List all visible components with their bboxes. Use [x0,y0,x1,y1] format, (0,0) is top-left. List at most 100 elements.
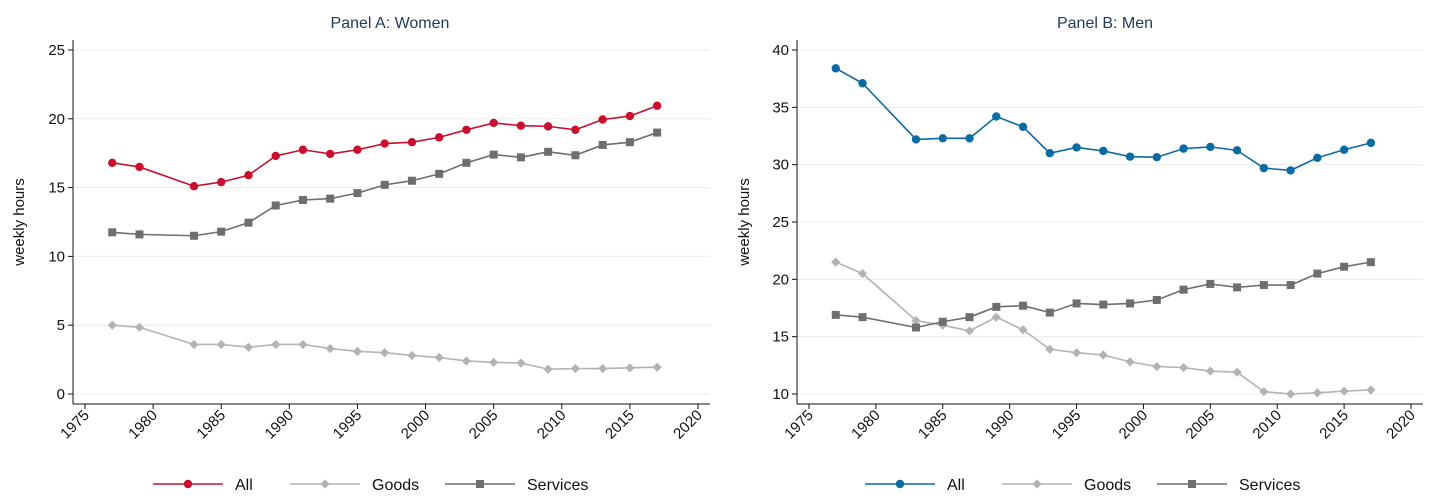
p1-point-goods-1999 [1125,357,1135,367]
p0-point-services-1977 [108,228,117,237]
p1-x-tick-label-1985: 1985 [915,407,951,443]
p1-point-goods-1993 [1045,344,1055,354]
p1-point-all-2009 [1259,163,1269,173]
p1-point-services-1993 [1045,308,1054,317]
p1-point-services-1977 [831,310,840,319]
p0-point-goods-2015 [625,363,635,373]
p1-x-tick-label-1990: 1990 [982,407,1018,443]
p0-x-tick-label-2005: 2005 [466,407,502,443]
p1-point-services-2005 [1206,279,1215,288]
p0-point-services-1993 [326,194,335,203]
p1-point-all-1983 [911,135,921,144]
p0-point-all-2005 [489,118,498,128]
p0-point-services-1991 [298,195,307,204]
p0-point-services-1999 [407,176,416,185]
p0-point-goods-1977 [107,320,117,330]
p0-x-tick-label-1985: 1985 [193,407,229,443]
p0-point-services-1985 [217,227,226,236]
p1-point-all-1991 [1018,122,1028,132]
p0-point-goods-1979 [134,322,145,332]
p0-point-goods-2001 [434,352,444,363]
p1-point-services-2001 [1152,295,1161,304]
p1-point-goods-1987 [964,326,975,336]
p1-point-all-1995 [1072,143,1081,152]
p0-point-goods-1993 [325,343,335,354]
p0-point-all-2015 [625,111,635,121]
p1-point-all-2015 [1339,145,1349,154]
p0-point-goods-1989 [271,339,281,350]
p1-point-all-2001 [1152,153,1162,162]
p0-legend-marker-all [183,479,193,489]
p1-point-services-1987 [965,313,974,322]
p0-legend-marker-services [476,480,484,488]
p0-x-tick-label-2015: 2015 [602,407,638,443]
p1-point-all-1989 [992,112,1001,121]
p0-point-goods-2013 [598,363,608,374]
p1-y-tick-label-40: 40 [772,42,789,59]
p0-point-goods-1991 [298,339,308,350]
p1-y-tick-label-35: 35 [772,99,789,116]
p0-point-all-1977 [108,158,117,168]
p0-point-services-2009 [544,147,553,156]
p0-point-all-1993 [326,149,335,159]
p0-x-tick-label-2020: 2020 [670,407,706,443]
p0-y-tick-label-15: 15 [48,180,65,197]
p1-point-services-2011 [1286,281,1295,290]
p1-point-goods-1989 [991,312,1001,322]
p0-legend-label-all: All [235,477,253,494]
p1-y-tick-label-10: 10 [772,386,789,403]
p1-point-goods-2005 [1205,366,1215,376]
p1-point-services-1991 [1019,301,1028,310]
p0-point-goods-2017 [652,362,662,372]
p1-x-tick-label-2015: 2015 [1316,407,1352,443]
p1-x-tick-label-1995: 1995 [1049,407,1085,443]
p0-point-goods-1995 [352,346,363,356]
p0-point-services-2011 [571,151,580,160]
p1-point-services-1983 [912,323,921,332]
p1-x-tick-label-2020: 2020 [1383,407,1419,443]
p0-legend-label-goods: Goods [372,477,419,494]
p0-point-all-1997 [380,139,389,148]
p0-point-services-2007 [516,153,525,162]
p0-point-goods-1983 [189,339,199,350]
p1-legend-label-services: Services [1239,477,1300,494]
panel-a-women: 0 5 10 15 20 25 1975 1980 1985 1990 1995 2000 2005 20… [11,15,710,494]
p0-point-goods-2011 [570,363,580,374]
p1-point-goods-1997 [1098,350,1108,360]
p1-point-goods-2017 [1366,385,1376,395]
p1-point-services-1995 [1072,299,1081,308]
p1-point-all-2003 [1179,144,1188,153]
p1-legend-label-goods: Goods [1084,477,1131,494]
p1-legend-marker-goods [1032,479,1042,489]
p0-point-goods-2003 [461,356,472,366]
p0-point-all-2011 [571,125,580,135]
panel-b-men: 10 15 20 25 30 35 40 1975 1980 1985 1990 1995 2000 20… [736,15,1423,494]
p0-point-all-2001 [434,133,444,142]
p0-point-goods-1985 [216,339,226,350]
p0-legend-label-services: Services [527,477,588,494]
p0-point-services-2015 [625,138,634,147]
p0-point-all-1979 [135,162,144,172]
p1-y-tick-label-15: 15 [772,329,789,346]
p0-point-services-2017 [653,128,662,137]
p1-y-tick-label-25: 25 [772,214,789,231]
p1-point-services-2009 [1259,281,1268,290]
p1-point-goods-1979 [857,269,868,279]
p1-chart-title: Panel B: Men [1057,15,1153,32]
p0-point-all-1989 [271,151,280,161]
p1-point-all-1977 [831,64,840,73]
p0-point-services-1979 [135,230,144,239]
p1-point-services-2003 [1179,285,1188,294]
p1-point-goods-2001 [1152,361,1162,372]
p0-point-goods-1987 [243,342,254,352]
p0-point-all-1991 [298,145,308,154]
p1-point-services-2017 [1366,258,1375,267]
p1-point-goods-1977 [831,257,841,267]
p1-y-axis-label: weekly hours [736,178,753,267]
p0-y-tick-label-10: 10 [48,248,65,265]
p1-point-goods-2003 [1178,363,1189,373]
p0-point-all-1983 [189,182,199,191]
p1-series-line-goods [835,261,1371,395]
p0-series-line-all [112,104,658,188]
p0-point-services-1983 [189,231,198,240]
